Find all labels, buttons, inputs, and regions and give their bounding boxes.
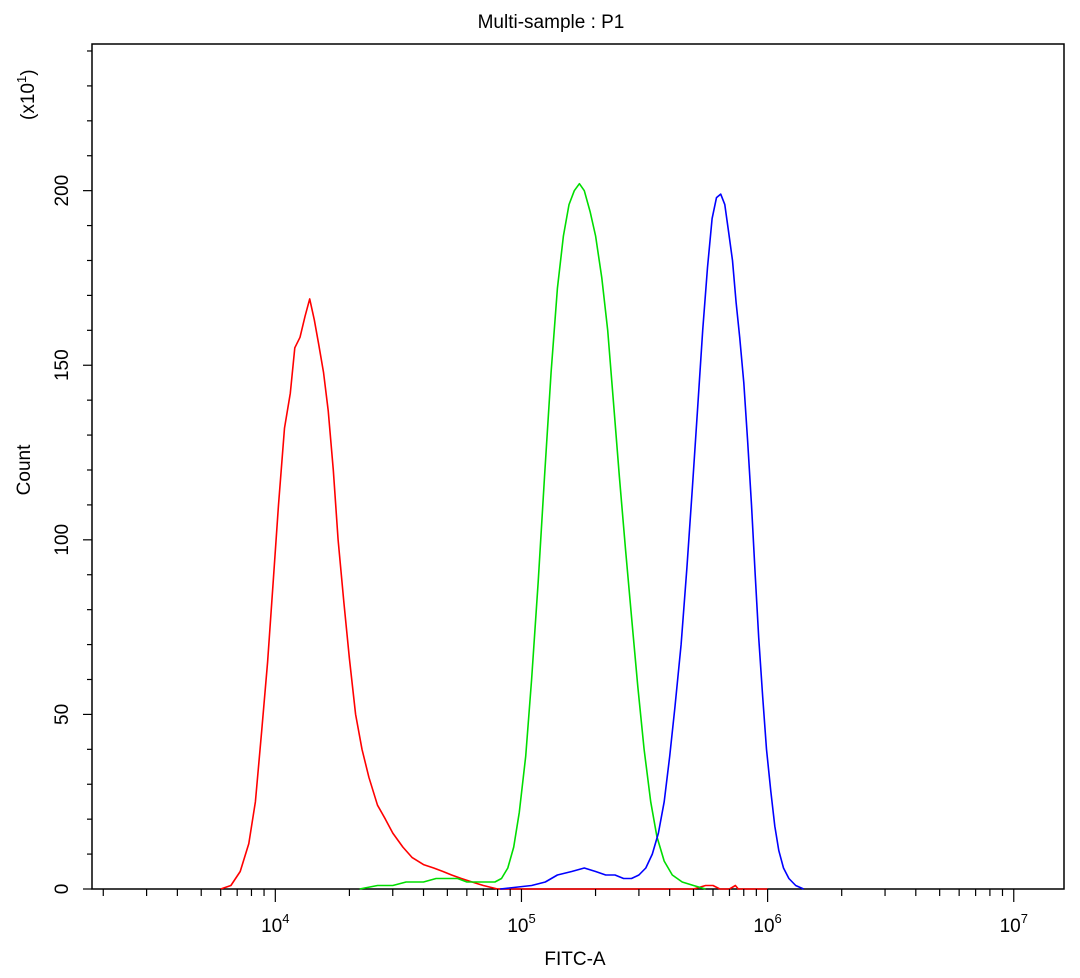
x-tick-label: 105 bbox=[507, 911, 535, 937]
x-axis-title: FITC-A bbox=[544, 949, 606, 970]
plot-frame bbox=[91, 43, 1065, 890]
x-tick-label: 106 bbox=[753, 911, 781, 937]
y-tick-label: 50 bbox=[52, 704, 73, 725]
y-tick-label: 200 bbox=[52, 175, 73, 207]
x-tick-label: 107 bbox=[1000, 911, 1028, 937]
series-group bbox=[220, 182, 804, 890]
y-tick-label: 0 bbox=[52, 884, 73, 895]
y-axis: 0 50 100 150 200 bbox=[52, 50, 92, 895]
series-line-3 bbox=[500, 193, 804, 890]
y-tick-label: 100 bbox=[52, 524, 73, 556]
chart-title: Multi-sample : P1 bbox=[478, 12, 625, 33]
x-tick-label: 104 bbox=[261, 911, 289, 937]
x-axis: 104 105 106 107 bbox=[102, 889, 1028, 937]
y-axis-multiplier: (x101) bbox=[14, 69, 39, 120]
y-axis-title: Count bbox=[14, 444, 35, 495]
y-multiplier-close: ) bbox=[18, 69, 39, 75]
series-line-2 bbox=[359, 182, 706, 890]
y-multiplier-exponent: 1 bbox=[14, 76, 29, 83]
series-line-1 bbox=[220, 298, 768, 890]
y-multiplier-base: (x10 bbox=[18, 83, 39, 120]
y-tick-label: 150 bbox=[52, 349, 73, 381]
